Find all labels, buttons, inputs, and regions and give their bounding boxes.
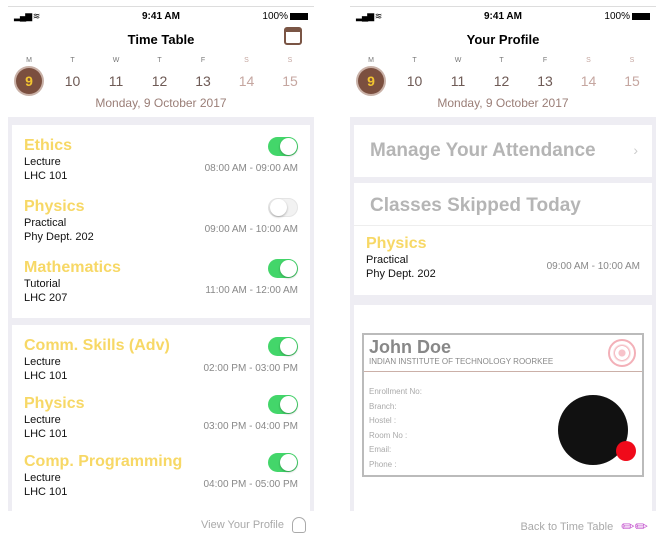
signal-wifi-icon: ▂▄▆ ≋ (14, 11, 40, 21)
page-title: Time Table (127, 32, 195, 47)
signal-wifi-icon: ▂▄▆ ≋ (356, 11, 382, 21)
subject: Mathematics (24, 259, 121, 276)
profile-screen: ▂▄▆ ≋ 9:41 AM 100% Your Profile M 9 T 10 W 11 T 1… (350, 6, 656, 546)
selected-date: Monday, 9 October 2017 (95, 96, 227, 110)
pencils-icon: ✏✏ (621, 519, 648, 536)
day-13[interactable]: F 13 (195, 57, 211, 89)
day-14[interactable]: S 14 (238, 57, 255, 89)
status-bar: ▂▄▆ ≋ 9:41 AM 100% (350, 11, 656, 25)
calendar-icon[interactable] (284, 27, 302, 45)
id-field-label: Email: (369, 445, 392, 454)
class-item: Physics Practical Phy Dept. 202 09:00 AM - … (24, 198, 298, 243)
class-item: Physics Lecture LHC 101 03:00 PM - 04:00 PM (24, 395, 298, 440)
day-13[interactable]: F 13 (537, 57, 553, 89)
class-card: Comm. Skills (Adv) Lecture LHC 101 02:00 PM… (12, 325, 310, 511)
status-dot-icon (616, 441, 636, 461)
id-field-label: Hostel : (369, 416, 397, 425)
view-profile-link[interactable]: View Your Profile (201, 517, 306, 533)
id-field-label: Enrollment No: (369, 387, 422, 396)
attendance-toggle[interactable] (268, 137, 298, 156)
day-10[interactable]: T 10 (406, 57, 423, 89)
timetable-screen: ▂▄▆ ≋ 9:41 AM 100% Time Table M 9 T 10 W 11 T 12 F… (8, 6, 314, 546)
week-strip: M 9 T 10 W 11 T 12 F 13 S 14 S 15 (8, 57, 314, 97)
day-14[interactable]: S 14 (580, 57, 597, 89)
page-title: Your Profile (466, 32, 540, 47)
status-bar: ▂▄▆ ≋ 9:41 AM 100% (8, 11, 314, 25)
class-item: Comm. Skills (Adv) Lecture LHC 101 02:00 PM… (24, 337, 298, 382)
day-11[interactable]: W 11 (450, 57, 466, 89)
id-field-label: Branch: (369, 401, 397, 411)
day-12[interactable]: T 12 (493, 57, 510, 89)
attendance-toggle[interactable] (268, 259, 298, 278)
profile-icon (292, 517, 306, 533)
battery-icon (290, 12, 308, 20)
subject: Physics (24, 395, 85, 412)
subject: Comp. Programming (24, 453, 183, 470)
day-11[interactable]: W 11 (108, 57, 124, 89)
selected-date: Monday, 9 October 2017 (437, 96, 569, 110)
class-item: Mathematics Tutorial LHC 207 11:00 AM - 12:… (24, 259, 298, 304)
day-12[interactable]: T 12 (151, 57, 168, 89)
skipped-card: Classes Skipped Today Physics Practical Ph… (354, 183, 652, 295)
skipped-item: Physics Practical Phy Dept. 202 09:00 AM - … (366, 235, 640, 280)
institute-seal-icon (608, 339, 636, 367)
id-field-label: Phone : (369, 459, 397, 469)
subject: Comm. Skills (Adv) (24, 337, 170, 354)
battery-icon (632, 12, 650, 20)
class-card: Ethics Lecture LHC 101 08:00 AM - 09:00 AM P… (12, 125, 310, 318)
attendance-toggle[interactable] (268, 198, 298, 217)
attendance-toggle[interactable] (268, 337, 298, 356)
class-item: Ethics Lecture LHC 101 08:00 AM - 09:00 AM (24, 137, 298, 182)
week-strip: M 9 T 10 W 11 T 12 F 13 S 14 S 15 (350, 57, 656, 97)
id-card-container: John Doe INDIAN INSTITUTE OF TECHNOLOGY … (354, 305, 652, 511)
chevron-right-icon: › (633, 142, 638, 158)
back-to-timetable-link[interactable]: Back to Time Table ✏✏ (520, 519, 648, 536)
day-10[interactable]: T 10 (64, 57, 81, 89)
day-15[interactable]: S 15 (282, 57, 298, 89)
attendance-toggle[interactable] (268, 395, 298, 414)
subject: Physics (24, 198, 85, 215)
class-item: Comp. Programming Lecture LHC 101 04:00 PM … (24, 453, 298, 498)
id-card: John Doe INDIAN INSTITUTE OF TECHNOLOGY … (362, 333, 644, 477)
id-field-label: Room No : (369, 430, 408, 440)
attendance-toggle[interactable] (268, 453, 298, 472)
day-15[interactable]: S 15 (624, 57, 640, 89)
subject: Ethics (24, 137, 73, 154)
manage-attendance-button[interactable]: Manage Your Attendance › (354, 125, 652, 177)
